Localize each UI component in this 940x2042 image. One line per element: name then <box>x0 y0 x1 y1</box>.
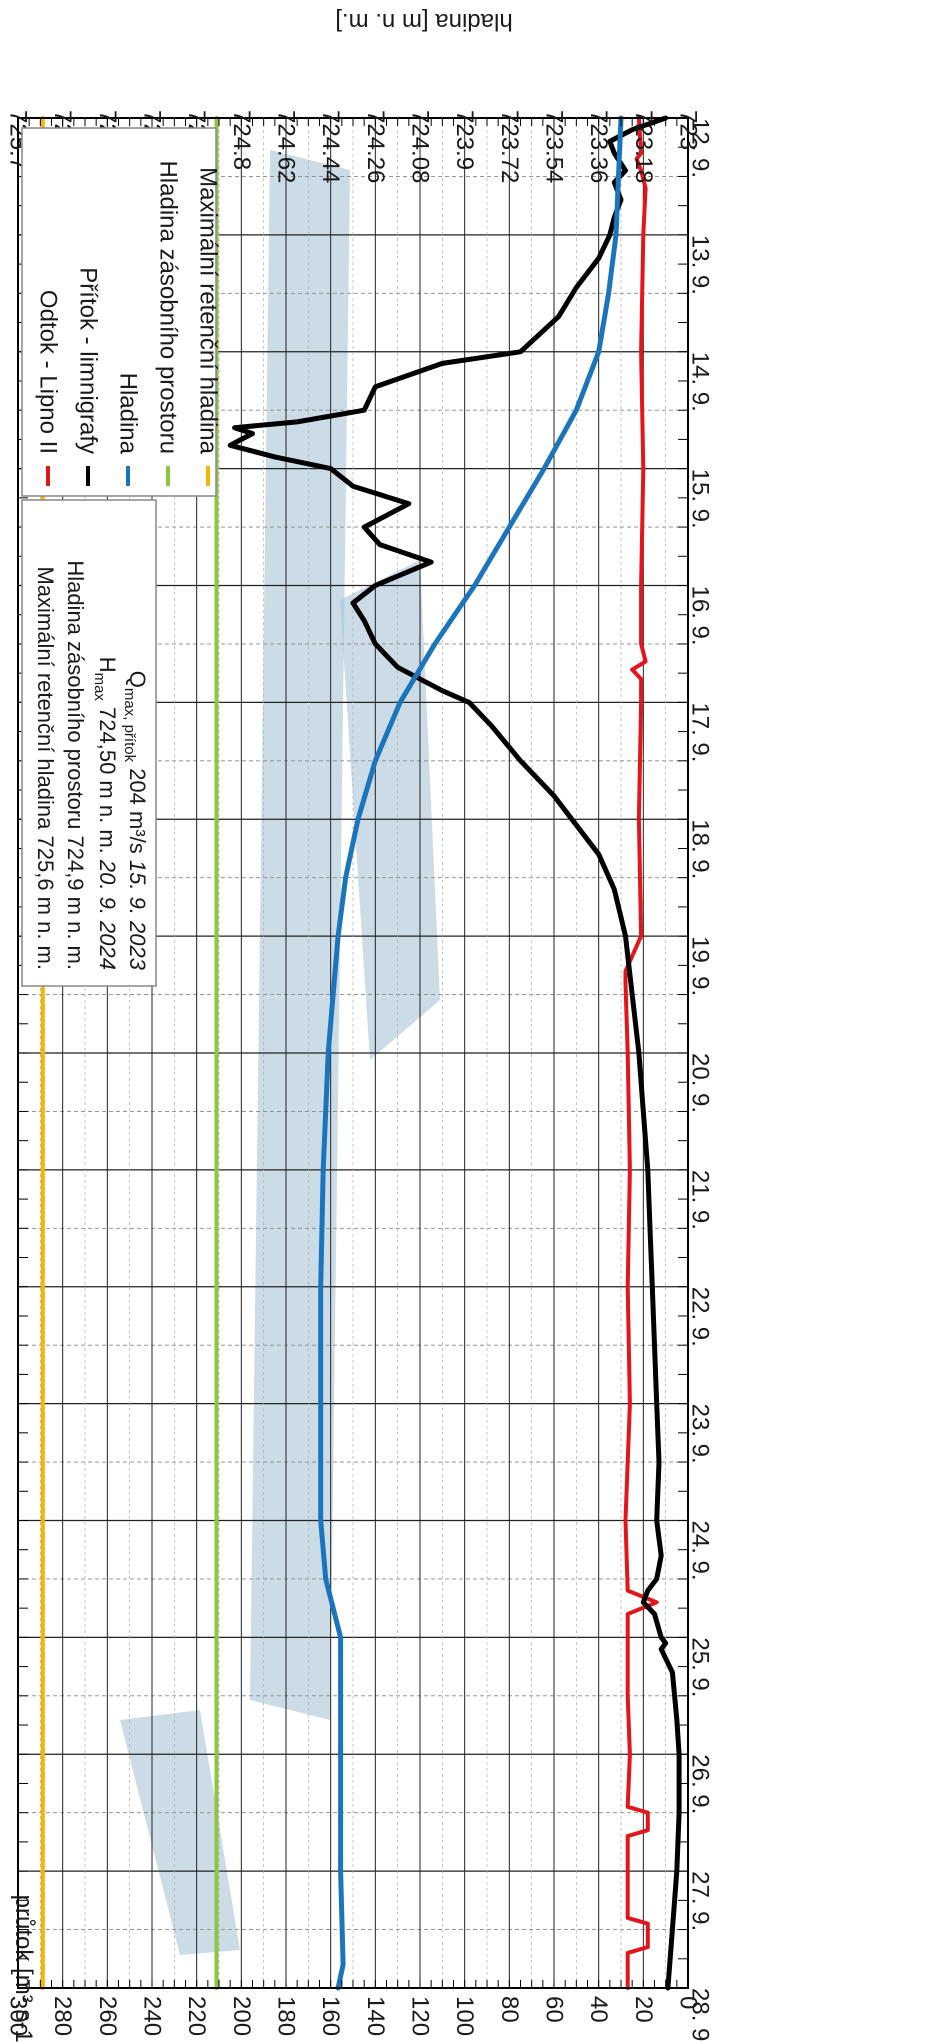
legend-label: Hladina zásobního prostoru <box>155 160 182 454</box>
y-left-tick-label: 0 <box>675 1996 702 2009</box>
legend-label: Maximální retenční hladina <box>195 167 222 454</box>
y-left-tick-label: 220 <box>183 1996 210 2036</box>
y-left-tick-label: 80 <box>496 1996 523 2023</box>
legend: Odtok - Lipno II Přítok - limnigrafy Hladi… <box>21 127 222 497</box>
series-line-hladina <box>318 115 624 1991</box>
info-storage-level: Hladina zásobního prostoru 724,9 m n. m. <box>64 560 89 970</box>
y-right-axis-title: hladina [m n. m.] <box>335 8 512 35</box>
x-tick-label: 26. 9. <box>687 1754 714 1814</box>
x-tick-label: 28. 9. <box>687 1988 714 2042</box>
series-line-odtok-lipno-ii <box>623 116 659 1990</box>
info-box-border <box>21 499 157 987</box>
y-left-tick-label: 100 <box>451 1996 478 2036</box>
x-tick-label: 13. 9. <box>687 235 714 295</box>
y-right-tick-label: 724.62 <box>273 110 300 183</box>
info-hmax: Hmax 724,50 m n. m. 20. 9. 2024 <box>91 657 121 970</box>
y-left-tick-label: 180 <box>273 1996 300 2036</box>
x-tick-label: 24. 9. <box>687 1521 714 1581</box>
series-line-p-tok-limnigrafy <box>227 115 682 1991</box>
y-left-tick-label: 260 <box>94 1996 121 2036</box>
y-right-tick-label: 723 <box>675 110 702 150</box>
y-left-tick-label: 200 <box>228 1996 255 2036</box>
y-left-tick-label: 20 <box>630 1996 657 2023</box>
x-tick-label: 12. 9. <box>687 118 714 178</box>
y-left-tick-label: 240 <box>139 1996 166 2036</box>
x-tick-label: 25. 9. <box>687 1637 714 1697</box>
info-qmax: Qmax, přítok 204 m³/s 15. 9. 2023 <box>121 671 151 971</box>
info-max-retention-level: Maximální retenční hladina 725,6 m n. m. <box>34 566 59 970</box>
x-tick-label: 18. 9. <box>687 819 714 879</box>
plot-frame <box>17 117 689 1989</box>
y-right-tick-label: 724.26 <box>362 110 389 183</box>
legend-label: Odtok - Lipno II <box>35 290 62 454</box>
y-left-tick-label: 60 <box>541 1996 568 2023</box>
info-box: Maximální retenční hladina 725,6 m n. m.… <box>21 499 157 987</box>
x-tick-label: 23. 9. <box>687 1404 714 1464</box>
x-tick-label: 17. 9. <box>687 702 714 762</box>
y-left-axis-title: průtok [m³.s-1] <box>10 1895 37 2042</box>
tick-labels: 12. 9. 13. 9. 14. 9. 15. 9. 16. 9. 17. 9. 18. … <box>5 110 714 2042</box>
y-right-tick-label: 724.8 <box>228 110 255 170</box>
y-left-tick-label: 280 <box>49 1996 76 2036</box>
x-tick-label: 14. 9. <box>687 352 714 412</box>
x-tick-label: 20. 9. <box>687 1053 714 1113</box>
legend-label: Hladina <box>115 373 142 455</box>
y-right-tick-label: 724.44 <box>317 110 344 183</box>
y-right-tick-label: 723.18 <box>630 110 657 183</box>
legend-label: Přítok - limnigrafy <box>75 267 102 454</box>
y-right-tick-label: 723.9 <box>451 110 478 170</box>
x-tick-label: 21. 9. <box>687 1170 714 1230</box>
x-tick-label: 19. 9. <box>687 936 714 996</box>
x-tick-label: 16. 9. <box>687 586 714 646</box>
x-tick-label: 22. 9. <box>687 1287 714 1347</box>
x-tick-label: 27. 9. <box>687 1871 714 1931</box>
y-right-tick-label: 723.54 <box>541 110 568 183</box>
y-right-tick-label: 723.36 <box>585 110 612 183</box>
y-right-tick-label: 723.72 <box>496 110 523 183</box>
y-left-tick-label: 120 <box>407 1996 434 2036</box>
legend-box <box>21 127 217 497</box>
y-right-tick-label: 724.08 <box>407 110 434 183</box>
y-left-tick-label: 40 <box>585 1996 612 2023</box>
y-left-tick-label: 140 <box>362 1996 389 2036</box>
watermark-decoration <box>120 150 440 1955</box>
y-left-tick-label: 160 <box>317 1996 344 2036</box>
x-tick-label: 15. 9. <box>687 469 714 529</box>
y-left-tick-label: 300 <box>5 1996 32 2036</box>
